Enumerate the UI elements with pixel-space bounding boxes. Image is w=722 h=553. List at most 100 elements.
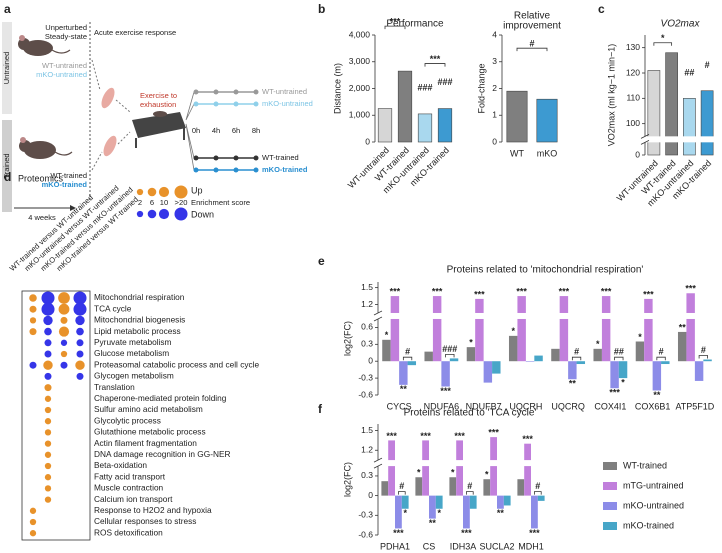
dot [29,317,37,324]
bar [490,437,497,496]
significance: ## [614,347,624,357]
x-tick-label: COX4I1 [594,401,626,411]
chart-title: Performance [386,19,444,30]
axis-break [372,460,550,467]
dot [58,292,70,304]
panel-label: c [598,2,605,16]
bar [395,495,402,529]
row-label: Trained [2,153,11,178]
x-tick-label: NDUFA6 [424,401,460,411]
y-tick-label: -0.3 [358,510,373,520]
significance: # [535,481,540,491]
dot [44,418,52,425]
connector [185,91,195,171]
dot [76,327,84,336]
significance: *** [488,428,499,438]
y-tick-label: 3,000 [349,56,371,66]
significance: # [701,345,706,355]
bar [422,440,429,496]
axis-break [372,312,718,319]
size-legend-dot [147,209,157,219]
row-label: Glycogen metabolism [94,371,174,381]
dot [44,350,52,358]
duration: 4 weeks [28,213,56,222]
row-label: Pyruvate metabolism [94,337,172,347]
bracket [656,356,666,361]
row-label: Chaperone-mediated protein folding [94,393,227,403]
y-tick-label: 0.6 [361,322,373,332]
row-label: Proteasomal catabolic process and cell c… [94,359,259,369]
y-axis-label: Distance (m) [332,63,342,114]
size-legend-dot [158,186,170,198]
size-legend-dot [136,188,144,196]
y-tick-label: -0.6 [358,529,373,539]
bar [536,98,558,143]
y-tick-label: 1.5 [361,425,373,435]
dot [75,360,85,370]
dot [44,372,52,380]
significance: *** [559,286,570,296]
bar [483,361,493,383]
bar [537,495,545,501]
bar [576,361,586,365]
bar [534,355,543,362]
y-tick-label: 0.3 [361,470,373,480]
significance: ### [442,344,457,354]
significance: ** [569,379,577,389]
x-tick-label: UQCRQ [551,401,585,411]
significance: * [485,470,489,480]
significance: *** [440,386,451,396]
bar [683,98,696,156]
label: Unperturbed [45,23,87,32]
significance: ** [497,508,505,518]
dot [44,462,52,470]
size-legend-dot [174,207,188,221]
row-label: Muscle contraction [94,483,164,493]
axis-break-mark [373,457,383,469]
timelines [193,89,259,173]
size-legend-label: 10 [160,198,168,207]
significance: * [451,468,455,478]
bar [703,359,712,362]
bar [506,90,528,143]
group-label: mKO-untrained [262,99,313,108]
size-legend-label: >20 [175,198,188,207]
y-tick-label: 1.5 [361,282,373,292]
bar [449,477,457,496]
significance: * [403,508,407,518]
bar [665,52,678,156]
y-tick-label: 100 [626,118,640,128]
significance: *** [516,286,527,296]
significance: * [638,332,642,342]
bar [568,361,577,380]
y-tick-label: 1.2 [361,445,373,455]
significance: *** [522,434,533,444]
row-label: Lipid metabolic process [94,326,181,336]
significance: * [621,377,625,387]
significance: * [385,330,389,340]
group-label: WT-trained [50,171,87,180]
chart-title: Proteins related to 'mitochondrial respi… [447,265,644,276]
dot [43,315,53,326]
group-label: WT-untrained [42,61,87,70]
bracket [614,356,624,361]
dot [44,451,52,458]
significance: *** [420,431,431,441]
row-label: Sulfur amino acid metabolism [94,404,203,414]
y-tick-label: 110 [626,93,640,103]
dot [44,406,52,414]
exercise-label: Exercise to [140,91,177,100]
row-label: Mitochondrial biogenesis [94,315,185,325]
dot [60,350,68,358]
time-label: 6h [232,126,240,135]
dot [29,507,37,514]
panel-label: b [318,2,325,16]
x-tick-label: CS [423,541,436,551]
mouse-icon [18,35,73,159]
dot [44,384,52,392]
significance: *** [643,289,654,299]
size-legend-label: 6 [150,198,154,207]
panel-a: a Untrained Trained Unperturbed Steady-s… [2,2,313,222]
y-tick-label: 0 [365,136,370,146]
arrowhead [70,205,76,211]
